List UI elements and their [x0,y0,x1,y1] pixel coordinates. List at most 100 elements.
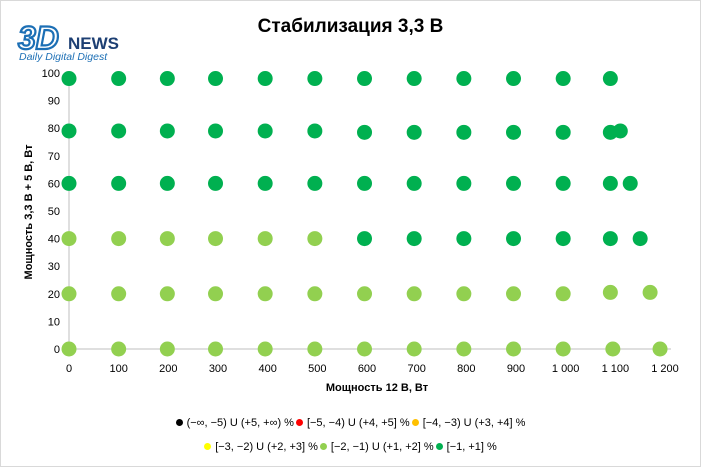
data-point [406,175,422,191]
legend-item: [−3, −2) U (+2, +3] % [204,441,318,453]
logo-mark: 3D [18,22,59,56]
data-point [357,341,373,357]
legend-item: [−4, −3) U (+3, +4] % [411,417,526,429]
legend-marker-icon [319,443,327,450]
x-tick-label: 0 [66,363,72,375]
data-point [61,71,77,87]
data-point [555,286,571,302]
data-point [555,231,571,247]
data-point [555,175,571,191]
legend-label: (−∞, −5) U (+5, +∞) % [186,417,294,429]
data-point [257,286,273,302]
data-point [456,341,472,357]
data-point [456,286,472,302]
legend-item: [−2, −1) U (+1, +2] % [319,441,434,453]
data-point [307,71,323,87]
data-point [506,124,522,140]
legend-label: [−3, −2) U (+2, +3] % [215,441,318,453]
legend-label: [−5, −4) U (+4, +5] % [306,417,410,429]
y-tick-label: 90 [48,96,60,108]
data-point [208,341,224,357]
x-tick-label: 900 [507,363,525,375]
data-point [61,175,77,191]
legend-row-1: (−∞, −5) U (+5, +∞) % [−5, −4) U (+4, +5]… [0,417,701,429]
data-point [111,286,127,302]
data-point [602,284,618,300]
data-point [602,231,618,247]
data-point [456,71,472,87]
y-tick-label: 30 [48,261,60,273]
data-point [208,286,224,302]
data-point [257,123,273,139]
3dnews-logo: 3D NEWS Daily Digital Digest [17,22,119,63]
x-tick-label: 800 [457,363,475,375]
legend-marker-icon [295,419,303,426]
data-point [208,71,224,87]
y-axis-label: Мощность 3,3 В + 5 В, Вт [23,144,35,280]
x-tick-label: 1 100 [602,363,630,375]
legend-row-2: [−3, −2) U (+2, +3] % [−2, −1) U (+1, +2]… [0,441,701,453]
data-point [555,71,571,87]
data-point [602,175,618,191]
data-point [642,284,658,300]
data-point [602,71,618,87]
data-point [159,71,175,87]
y-tick-label: 70 [48,151,60,163]
data-point [307,231,323,247]
data-point [605,341,621,357]
logo-word: NEWS [68,34,119,53]
legend-label: [−1, +1] % [446,441,497,453]
data-point [357,175,373,191]
data-point [111,175,127,191]
data-point [159,341,175,357]
data-point [506,71,522,87]
data-point [506,231,522,247]
x-axis-label: Мощность 12 В, Вт [326,382,429,394]
data-point [159,286,175,302]
data-point [111,341,127,357]
data-point [622,175,638,191]
legend-label: [−4, −3) U (+3, +4] % [422,417,526,429]
x-tick-label: 700 [407,363,425,375]
data-point [506,341,522,357]
data-point [406,71,422,87]
data-point [159,175,175,191]
legend-label: [−2, −1) U (+1, +2] % [330,441,434,453]
data-point [208,175,224,191]
x-tick-label: 200 [159,363,177,375]
y-tick-label: 100 [42,68,60,80]
y-tick-label: 0 [54,344,60,356]
legend-item: [−1, +1] % [435,441,497,453]
y-tick-label: 10 [48,316,60,328]
data-point [257,341,273,357]
data-point [406,124,422,140]
data-point [61,341,77,357]
data-point [612,123,628,139]
data-point [406,231,422,247]
data-point [307,123,323,139]
data-point [208,123,224,139]
data-point [357,71,373,87]
data-point [555,341,571,357]
data-point [159,123,175,139]
logo-tagline: Daily Digital Digest [19,51,108,63]
x-tick-label: 300 [209,363,227,375]
data-point [307,341,323,357]
x-tick-label: 1 200 [651,363,679,375]
data-point [456,124,472,140]
x-tick-label: 600 [358,363,376,375]
x-tick-label: 100 [109,363,127,375]
y-tick-label: 20 [48,289,60,301]
data-point [257,71,273,87]
data-point [257,231,273,247]
data-point [159,231,175,247]
data-point [111,71,127,87]
y-tick-label: 40 [48,234,60,246]
legend-marker-icon [204,443,212,450]
legend-marker-icon [435,443,443,450]
data-point [307,286,323,302]
data-point [357,231,373,247]
data-point [257,175,273,191]
data-point [111,123,127,139]
